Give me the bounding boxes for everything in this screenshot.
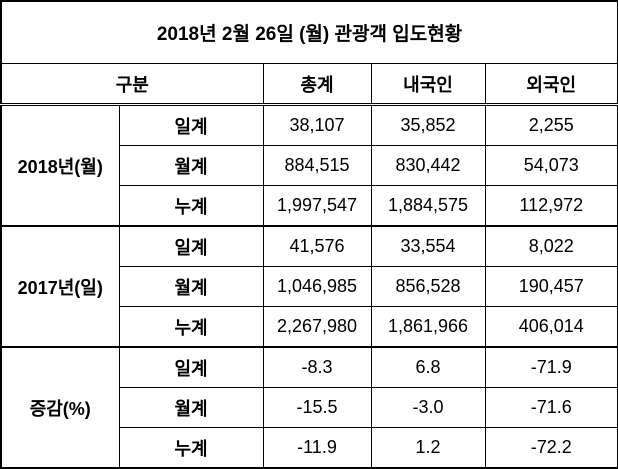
value-cell: 35,852	[370, 104, 486, 146]
value-cell: 190,457	[484, 266, 618, 307]
value-cell: 1,861,966	[370, 306, 486, 348]
value-cell: 1,046,985	[262, 266, 372, 307]
value-cell: 1,884,575	[370, 185, 486, 227]
data-row: 누계 -11.9 1.2 -72.2	[1, 427, 618, 469]
value-cell: -71.9	[484, 346, 618, 388]
value-cell: 38,107	[262, 104, 372, 146]
title-row: 2018년 2월 26일 (월) 관광객 입도현황	[0, 0, 618, 64]
value-cell: 6.8	[370, 346, 486, 388]
row-label: 월계	[118, 387, 264, 428]
header-cell: 총계	[262, 63, 372, 106]
group-label: 증감(%)	[0, 346, 120, 469]
data-row: 2017년(일) 일계 41,576 33,554 8,022	[0, 225, 618, 348]
value-cell: 1,997,547	[262, 185, 372, 227]
value-cell: 830,442	[370, 145, 486, 186]
group-label: 2018년(월)	[0, 104, 120, 227]
data-row: 누계 2,267,980 1,861,966 406,014	[1, 306, 618, 348]
value-cell: 54,073	[484, 145, 618, 186]
row-label: 누계	[118, 427, 264, 469]
value-cell: -11.9	[262, 427, 372, 469]
value-cell: 2,267,980	[262, 306, 372, 348]
data-row: 2018년(월) 일계 38,107 35,852 2,255	[0, 104, 618, 227]
header-cell: 외국인	[484, 63, 618, 106]
row-label: 누계	[118, 185, 264, 227]
value-cell: 884,515	[262, 145, 372, 186]
row-label: 일계	[118, 225, 264, 267]
value-cell: -72.2	[484, 427, 618, 469]
value-cell: 2,255	[484, 104, 618, 146]
row-label: 월계	[118, 145, 264, 186]
value-cell: 8,022	[484, 225, 618, 267]
value-cell: 33,554	[370, 225, 486, 267]
value-cell: -71.6	[484, 387, 618, 428]
row-label: 누계	[118, 306, 264, 348]
table-title: 2018년 2월 26일 (월) 관광객 입도현황	[0, 0, 618, 64]
value-cell: -3.0	[370, 387, 486, 428]
value-cell: -15.5	[262, 387, 372, 428]
value-cell: 406,014	[484, 306, 618, 348]
data-row: 증감(%) 일계 -8.3 6.8 -71.9	[0, 346, 618, 469]
data-row: 월계 884,515 830,442 54,073	[1, 145, 618, 186]
data-row: 월계 1,046,985 856,528 190,457	[1, 266, 618, 307]
group-label: 2017년(일)	[0, 225, 120, 348]
header-cell: 구분	[0, 63, 264, 106]
value-cell: 1.2	[370, 427, 486, 469]
row-label: 일계	[118, 104, 264, 146]
value-cell: 856,528	[370, 266, 486, 307]
value-cell: 41,576	[262, 225, 372, 267]
value-cell: -8.3	[262, 346, 372, 388]
data-row: 누계 1,997,547 1,884,575 112,972	[1, 185, 618, 227]
data-row: 월계 -15.5 -3.0 -71.6	[1, 387, 618, 428]
row-label: 월계	[118, 266, 264, 307]
header-row: 구분 총계 내국인 외국인	[0, 63, 618, 106]
header-cell: 내국인	[370, 63, 486, 106]
row-label: 일계	[118, 346, 264, 388]
value-cell: 112,972	[484, 185, 618, 227]
